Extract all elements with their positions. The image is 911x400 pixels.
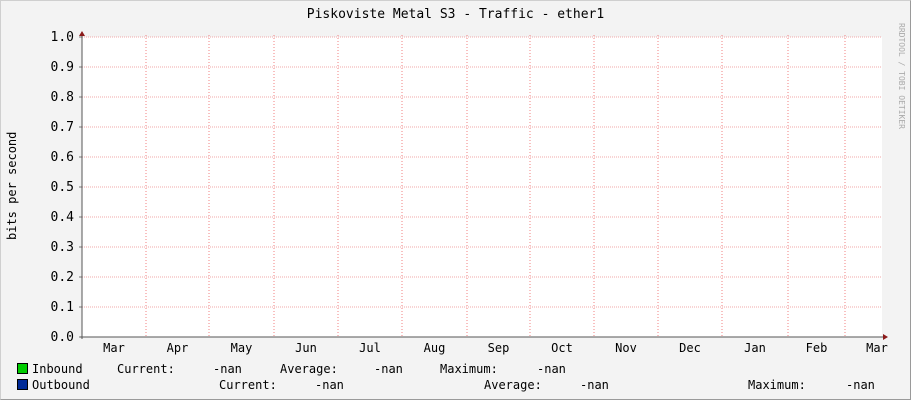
x-tick-label: Dec: [679, 341, 701, 355]
x-tick-label: Mar: [103, 341, 125, 355]
legend-average-value: -nan: [580, 378, 609, 392]
watermark: RRDTOOL / TOBI OETIKER: [897, 23, 906, 129]
y-axis-label: bits per second: [5, 131, 19, 241]
y-tick-label: 0.2: [51, 270, 74, 285]
legend-inbound: Inbound Current: -nan Average: -nan Maxi…: [17, 362, 897, 377]
x-tick-label: Jan: [744, 341, 766, 355]
legend-current-label: Current:: [219, 378, 277, 392]
y-tick-label: 0.3: [51, 240, 74, 255]
y-axis-arrow: [79, 31, 85, 36]
legend-name: Inbound: [32, 362, 83, 376]
x-tick-label: Jul: [359, 341, 381, 355]
x-tick-label: Mar: [866, 341, 888, 355]
legend-maximum-label: Maximum:: [748, 378, 806, 392]
legend-name: Outbound: [32, 378, 90, 392]
legend-average-label: Average:: [280, 362, 338, 376]
x-axis-arrow: [883, 334, 888, 340]
chart-title: Piskoviste Metal S3 - Traffic - ether1: [306, 7, 605, 22]
legend-outbound: Outbound Current: -nan Average: -nan Max…: [17, 378, 897, 393]
x-tick-label: Nov: [615, 341, 637, 355]
legend-average-value: -nan: [374, 362, 403, 376]
x-tick-label: Feb: [806, 341, 828, 355]
y-tick-label: 0.0: [51, 330, 74, 345]
x-tick-label: Apr: [167, 341, 189, 355]
x-tick-label: Aug: [424, 341, 446, 355]
x-tick-label: Jun: [295, 341, 317, 355]
y-tick-label: 0.4: [51, 210, 75, 225]
x-tick-label: Oct: [551, 341, 573, 355]
legend-maximum-label: Maximum:: [440, 362, 498, 376]
y-tick-label: 0.1: [51, 300, 74, 315]
y-tick-label: 0.8: [51, 90, 74, 105]
y-tick-label: 1.0: [51, 30, 74, 45]
legend-current-value: -nan: [315, 378, 344, 392]
legend-current-value: -nan: [213, 362, 242, 376]
y-tick-label: 0.5: [51, 180, 74, 195]
legend-average-label: Average:: [484, 378, 542, 392]
y-tick-label: 0.7: [51, 120, 74, 135]
inbound-swatch: [17, 363, 28, 374]
y-tick-label: 0.9: [51, 60, 74, 75]
outbound-swatch: [17, 379, 28, 390]
y-tick-label: 0.6: [51, 150, 74, 165]
x-tick-label: May: [231, 341, 253, 355]
x-tick-label: Sep: [488, 341, 510, 355]
legend-current-label: Current:: [117, 362, 175, 376]
legend-maximum-value: -nan: [537, 362, 566, 376]
legend-maximum-value: -nan: [846, 378, 875, 392]
